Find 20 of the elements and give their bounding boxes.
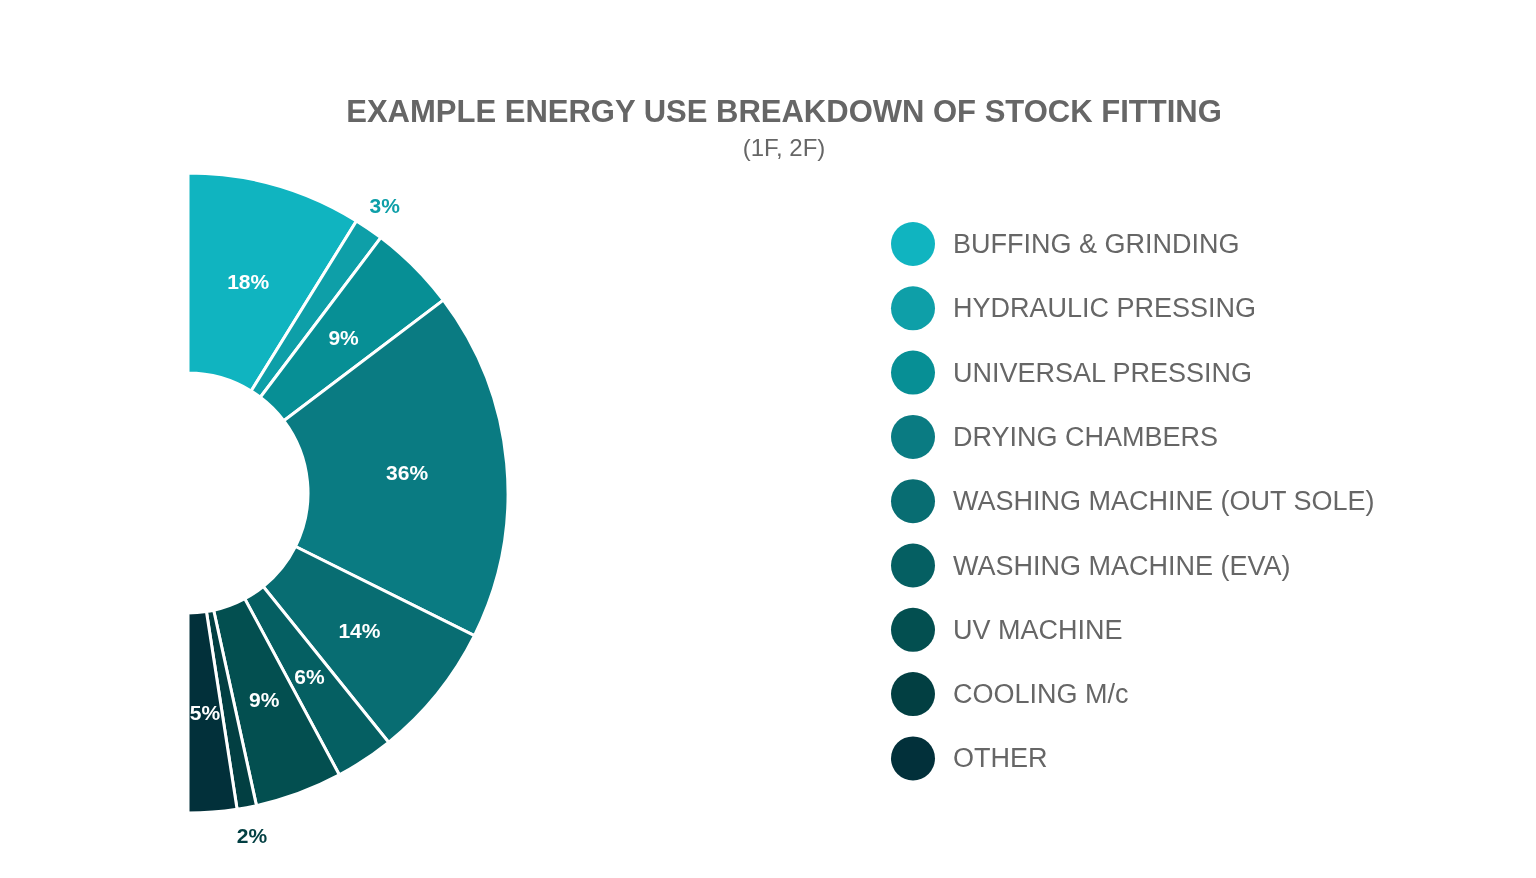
legend-label: BUFFING & GRINDING xyxy=(953,229,1240,259)
data-label: 5% xyxy=(189,700,221,724)
chart-subtitle: (1F, 2F) xyxy=(741,134,827,162)
data-label: 6% xyxy=(294,664,326,688)
legend-label: WASHING MACHINE (EVA) xyxy=(953,550,1291,581)
legend-label: UNIVERSAL PRESSING xyxy=(953,357,1253,388)
data-label: 2% xyxy=(236,823,268,847)
data-label: 3% xyxy=(369,194,401,218)
chart-title: EXAMPLE ENERGY USE BREAKDOWN OF STOCK FITTING xyxy=(345,94,1223,130)
data-label: 9% xyxy=(328,325,360,349)
legend-label: UV MACHINE xyxy=(953,614,1123,645)
legend-label: HYDRAULIC PRESSING xyxy=(953,293,1257,324)
data-label: 36% xyxy=(386,461,429,485)
data-label: 18% xyxy=(227,269,270,293)
data-label: 14% xyxy=(338,619,381,643)
legend-label: DRYING CHAMBERS xyxy=(953,421,1219,452)
legend-label: COOLING M/c xyxy=(953,679,1129,710)
legend-label: WASHING MACHINE (OUT SOLE) xyxy=(953,486,1375,517)
legend-label: OTHER xyxy=(953,743,1048,774)
data-label: 9% xyxy=(249,687,280,711)
